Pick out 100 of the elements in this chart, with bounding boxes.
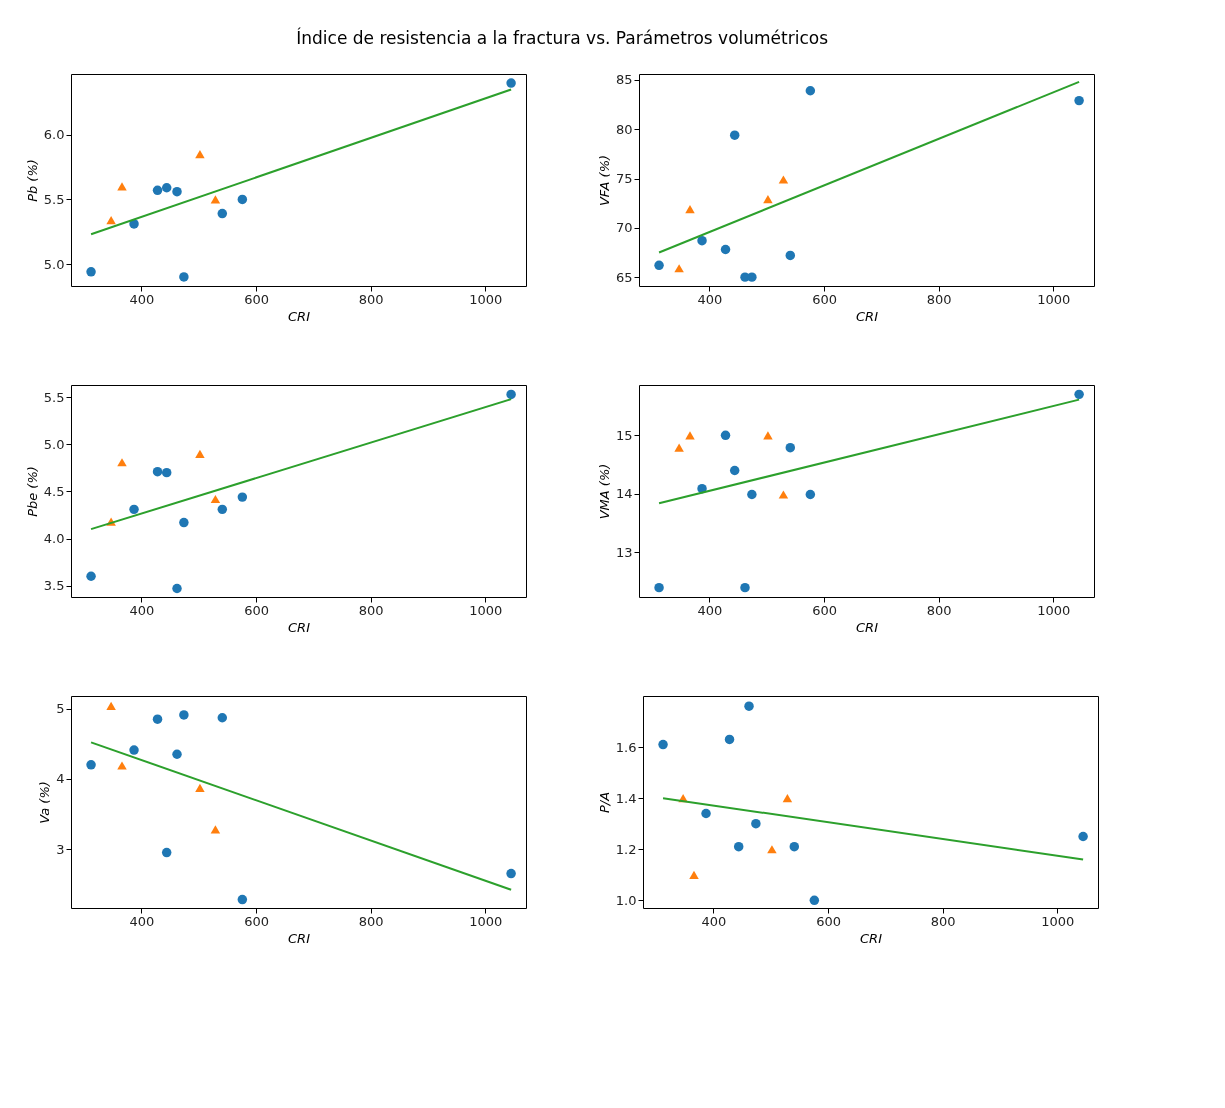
x-axis-title: CRI xyxy=(856,308,879,324)
point xyxy=(763,195,773,204)
x-tick-label: 600 xyxy=(812,602,838,618)
y-tick-label: 4.0 xyxy=(43,531,65,547)
y-tick-label: 5.0 xyxy=(43,256,65,272)
y-tick-label: 15 xyxy=(615,427,633,443)
x-tick-label: 400 xyxy=(701,913,727,929)
point xyxy=(740,582,750,593)
point xyxy=(217,504,228,515)
y-tick-label: 5.0 xyxy=(43,436,65,452)
point xyxy=(161,467,172,478)
point xyxy=(129,745,139,755)
point xyxy=(729,465,740,476)
y-tick-label: 75 xyxy=(615,171,633,187)
point xyxy=(720,430,731,441)
point xyxy=(237,894,248,905)
point xyxy=(179,710,189,720)
point xyxy=(179,272,189,282)
y-axis-title: Pbe (%) xyxy=(24,466,40,517)
point xyxy=(195,150,205,159)
x-axis-title: CRI xyxy=(860,930,883,946)
point xyxy=(1078,831,1088,842)
point xyxy=(805,489,816,500)
point xyxy=(179,517,189,528)
point xyxy=(117,182,127,191)
point xyxy=(720,244,731,255)
x-axis-title: CRI xyxy=(288,930,311,946)
x-tick-label: 800 xyxy=(926,602,952,618)
x-tick-label: 600 xyxy=(244,913,270,929)
y-tick-label: 5.5 xyxy=(43,191,65,207)
point xyxy=(117,458,127,467)
x-tick-label: 1000 xyxy=(1037,291,1071,307)
point xyxy=(785,442,796,453)
x-tick-label: 600 xyxy=(244,291,270,307)
point xyxy=(701,808,711,819)
y-axis-title: Pb (%) xyxy=(24,159,40,202)
point xyxy=(506,389,516,400)
y-axis-title: VMA (%) xyxy=(596,463,612,520)
y-tick-label: 13 xyxy=(615,544,633,560)
point xyxy=(767,845,777,854)
x-tick-label: 1000 xyxy=(469,291,503,307)
point xyxy=(785,250,796,261)
point xyxy=(697,235,707,246)
x-tick-label: 400 xyxy=(129,291,155,307)
x-tick-label: 800 xyxy=(930,913,956,929)
point xyxy=(724,734,735,745)
y-tick-label: 3.5 xyxy=(43,578,65,594)
point xyxy=(129,504,139,515)
y-tick-label: 1.4 xyxy=(615,790,637,806)
point xyxy=(809,895,820,906)
point xyxy=(506,78,516,88)
point xyxy=(195,449,205,458)
point xyxy=(217,713,228,723)
x-tick-label: 1000 xyxy=(469,913,503,929)
y-tick-label: 6.0 xyxy=(43,127,65,143)
point xyxy=(210,825,221,834)
x-tick-label: 400 xyxy=(697,602,723,618)
x-tick-label: 600 xyxy=(244,602,270,618)
point xyxy=(161,847,172,858)
y-tick-label: 1.6 xyxy=(615,739,637,755)
point xyxy=(217,208,228,219)
y-tick-label: 4.5 xyxy=(43,483,65,499)
point xyxy=(195,783,205,793)
point xyxy=(674,264,684,273)
y-axis-title: VFA (%) xyxy=(596,154,612,207)
point xyxy=(747,272,757,282)
y-tick-label: 1.2 xyxy=(615,841,637,857)
point xyxy=(685,204,695,214)
x-tick-label: 400 xyxy=(129,913,155,929)
point xyxy=(782,794,793,803)
point xyxy=(1074,95,1084,106)
x-axis-title: CRI xyxy=(856,619,879,635)
point xyxy=(210,494,221,504)
point xyxy=(106,215,116,225)
y-tick-label: 5.5 xyxy=(43,389,65,405)
point xyxy=(654,582,664,593)
x-tick-label: 600 xyxy=(812,291,838,307)
x-tick-label: 1000 xyxy=(1037,602,1071,618)
text: Índice de resistencia a la fractura vs. Parámetros volumétricos xyxy=(296,27,829,49)
point xyxy=(86,760,96,770)
point xyxy=(778,175,789,184)
point xyxy=(86,267,96,277)
x-tick-label: 1000 xyxy=(1041,913,1075,929)
y-tick-label: 70 xyxy=(615,220,633,236)
y-tick-label: 3 xyxy=(56,841,65,857)
point xyxy=(152,185,163,196)
y-tick-label: 65 xyxy=(615,269,633,285)
point xyxy=(237,492,248,502)
point xyxy=(172,749,182,759)
point xyxy=(117,761,127,770)
x-axis-title: CRI xyxy=(288,619,311,635)
point xyxy=(729,130,740,140)
point xyxy=(161,183,172,193)
point xyxy=(778,490,789,499)
point xyxy=(506,868,516,879)
point xyxy=(658,739,668,750)
point xyxy=(744,701,754,711)
point xyxy=(172,186,182,197)
point xyxy=(751,818,761,829)
point xyxy=(789,841,800,852)
